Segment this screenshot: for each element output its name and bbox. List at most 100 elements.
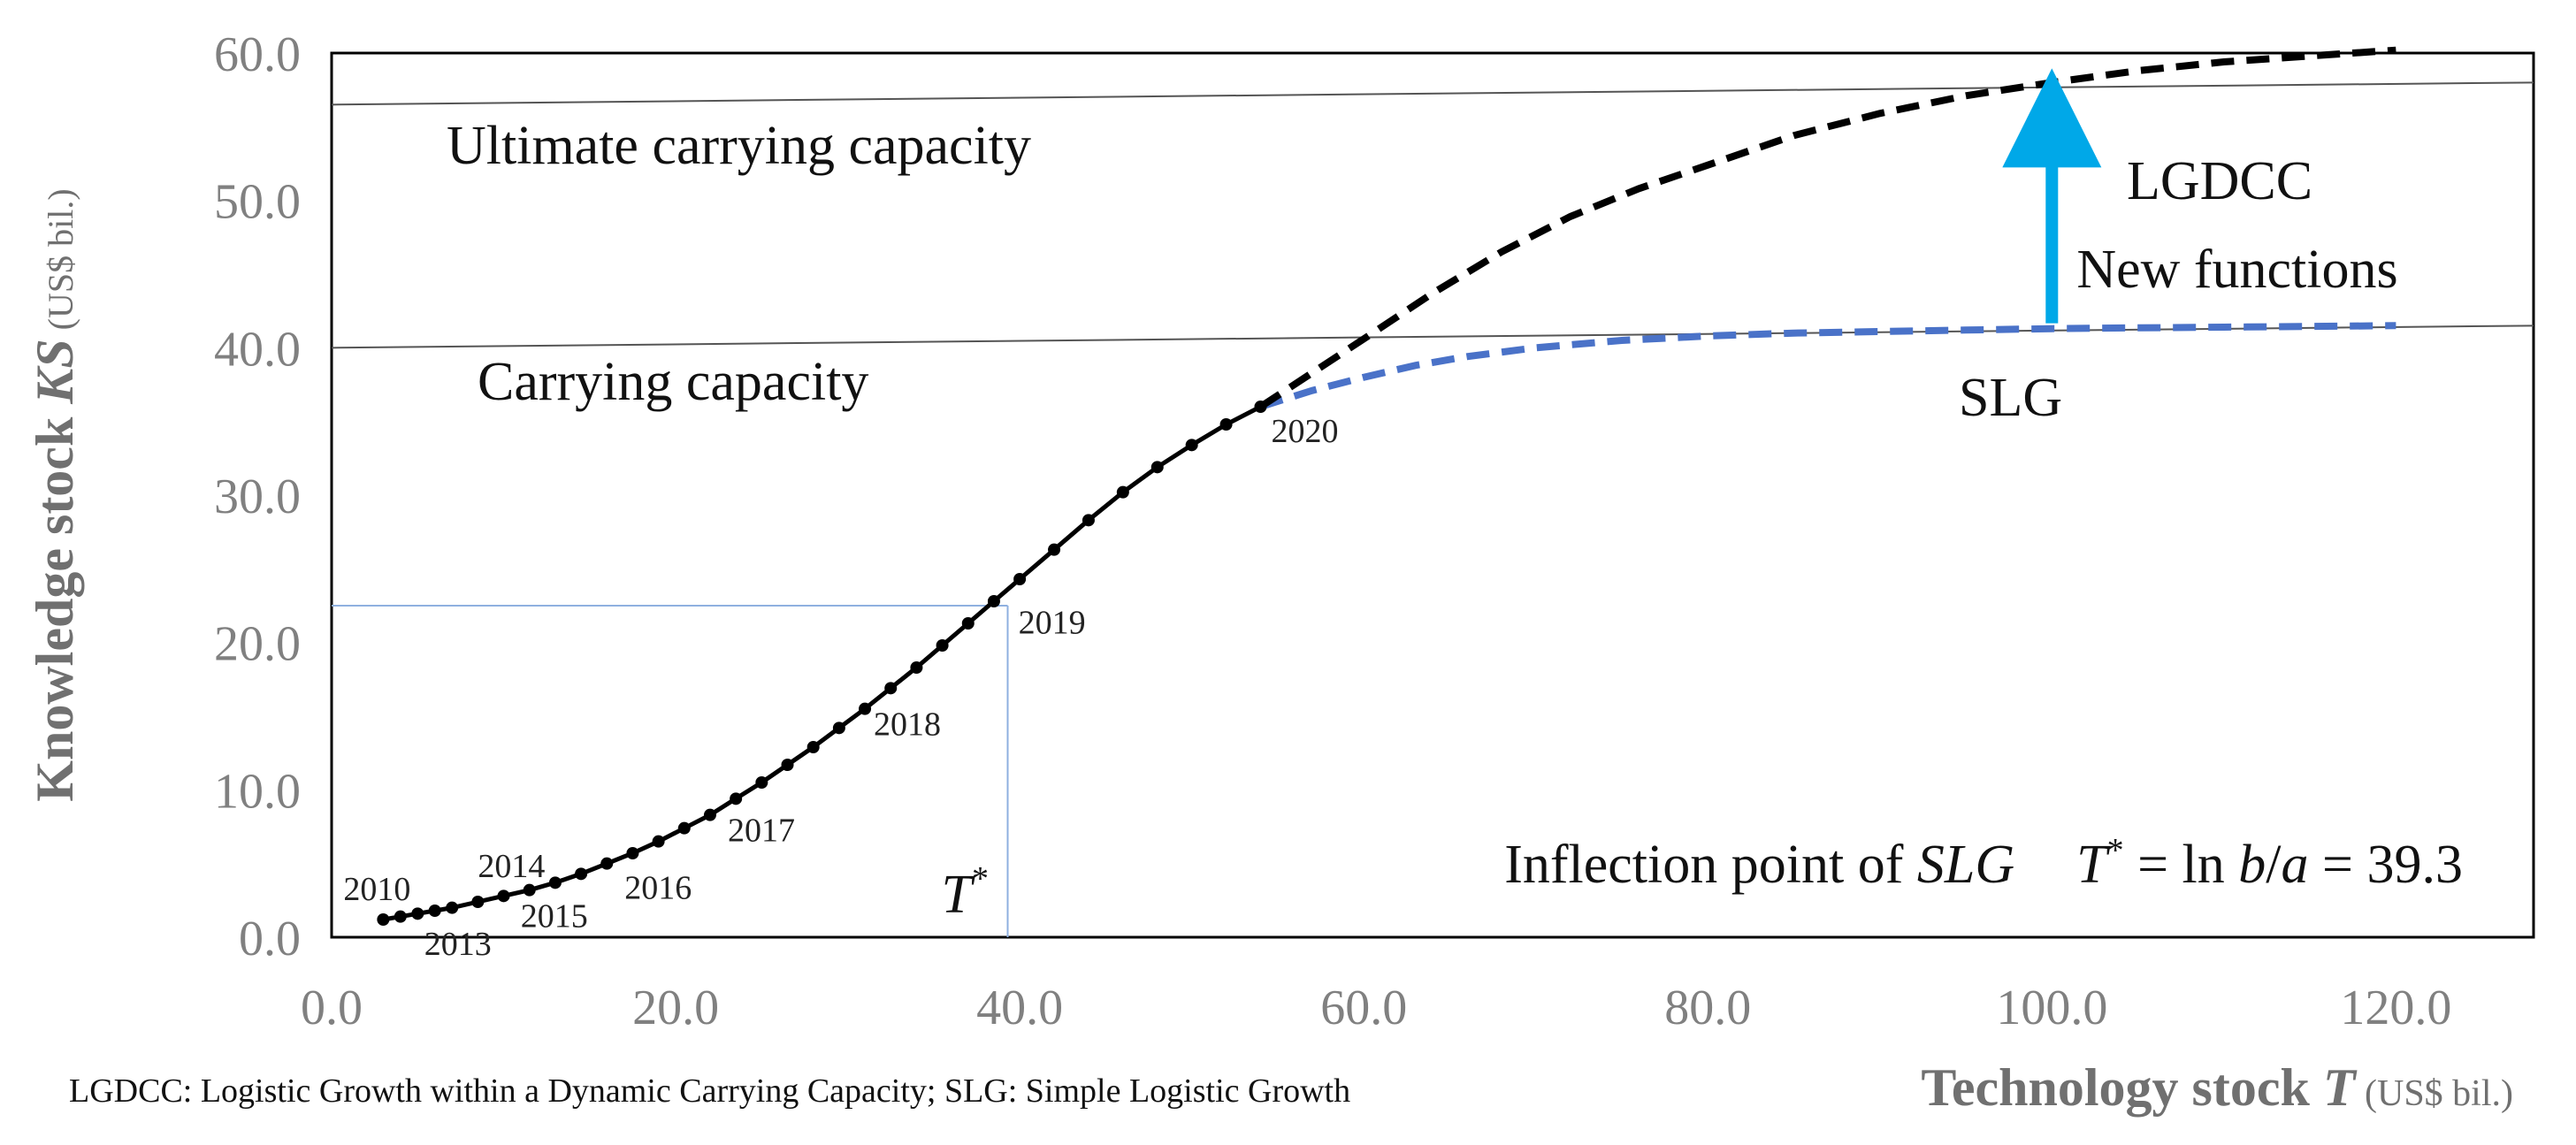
x-axis-label-unit: (US$ bil.) (2356, 1073, 2514, 1114)
y-tick-label-6: 60.0 (214, 27, 301, 82)
y-axis-label-var: KS (26, 339, 84, 404)
observed-point-14 (703, 808, 716, 821)
y-axis-label-main: Knowledge stock (26, 404, 84, 802)
inflection-guides (332, 605, 1009, 937)
x-tick-label-0: 0.0 (301, 981, 363, 1035)
observed-point-8 (548, 876, 562, 889)
observed-point-12 (652, 835, 665, 848)
observed-point-24 (961, 617, 975, 630)
x-axis-label-var: T (2323, 1058, 2358, 1117)
slg-label: SLG (1959, 368, 2062, 428)
inflection-text-prefix: Inflection point of (1504, 835, 1917, 895)
chart-annotations: LGDCC SLG (1959, 151, 2312, 428)
observed-point-6 (497, 889, 510, 903)
observed-point-26 (1013, 573, 1027, 585)
observed-point-32 (1219, 418, 1233, 431)
carrying-capacity-label: Carrying capacity (478, 352, 868, 412)
lgdcc-line (1258, 46, 2396, 410)
observed-point-25 (987, 595, 1000, 607)
year-label-2015: 2015 (521, 898, 588, 935)
observed-point-21 (884, 682, 898, 695)
observed-point-22 (910, 661, 923, 674)
observed-point-9 (575, 867, 588, 881)
t-star-marker-label: T (942, 865, 976, 925)
y-tick-label-3: 30.0 (214, 469, 301, 524)
observed-point-30 (1150, 461, 1164, 474)
lgdcc-label: LGDCC (2127, 151, 2312, 211)
y-axis-label-unit: (US$ bil.) (41, 188, 80, 339)
year-label-2014: 2014 (478, 848, 545, 885)
observed-point-16 (755, 776, 768, 789)
plot-frame (330, 51, 2535, 939)
slg-line (1259, 322, 2396, 410)
x-tick-label-1: 20.0 (632, 981, 719, 1035)
year-label-2010: 2010 (343, 871, 410, 908)
carrying-capacity-line (331, 324, 2534, 349)
slg-fit-line (383, 405, 1262, 921)
observed-point-18 (806, 741, 820, 753)
observed-point-5 (471, 896, 485, 908)
inflection-text-slash: / (2266, 835, 2282, 895)
capacity-lines: Ultimate carrying capacity Carrying capac… (331, 81, 2534, 412)
observed-point-33 (1254, 401, 1267, 413)
series-lines (382, 46, 2396, 922)
x-axis-ticks: 0.0 20.0 40.0 60.0 80.0 100.0 120.0 (301, 981, 2451, 1035)
observed-point-29 (1116, 485, 1129, 499)
inflection-text-model: SLG (1917, 835, 2014, 895)
observed-line (382, 404, 1262, 922)
observed-point-1 (394, 910, 407, 923)
y-axis-label: Knowledge stock KS (US$ bil.) (26, 188, 84, 801)
observed-point-15 (730, 792, 743, 805)
y-tick-label-5: 50.0 (214, 175, 301, 230)
y-tick-label-4: 40.0 (214, 322, 301, 377)
ultimate-carrying-capacity-line (331, 81, 2534, 106)
y-tick-label-0: 0.0 (239, 912, 301, 966)
new-functions-arrow-group: New functions (2002, 68, 2398, 324)
x-tick-label-2: 40.0 (976, 981, 1063, 1035)
observed-point-3 (428, 905, 441, 917)
t-star-marker-sup: * (972, 860, 989, 897)
inflection-text-eq1: = ln (2124, 835, 2239, 895)
observed-point-27 (1048, 543, 1061, 556)
observed-point-11 (626, 847, 639, 859)
new-functions-label: New functions (2076, 240, 2397, 300)
inflection-text-a: a (2282, 835, 2309, 895)
y-tick-label-1: 10.0 (214, 764, 301, 819)
year-label-2016: 2016 (624, 870, 692, 907)
t-star-marker: T* (942, 860, 989, 925)
observed-point-31 (1185, 439, 1198, 452)
ultimate-carrying-capacity-label: Ultimate carrying capacity (447, 116, 1031, 176)
observed-point-23 (936, 639, 949, 652)
x-tick-label-4: 80.0 (1664, 981, 1751, 1035)
observed-point-10 (600, 857, 614, 870)
year-label-2019: 2019 (1019, 605, 1086, 642)
observed-point-7 (523, 883, 536, 897)
y-axis-ticks: 0.0 10.0 20.0 30.0 40.0 50.0 60.0 (214, 27, 301, 966)
inflection-text-b: b (2238, 835, 2266, 895)
observed-points (377, 401, 1267, 926)
y-tick-label-2: 20.0 (214, 617, 301, 672)
observed-point-19 (832, 721, 845, 735)
footnote: LGDCC: Logistic Growth within a Dynamic … (69, 1072, 1351, 1110)
year-labels: 2010 2013 2014 2015 2016 2017 2018 2019 2020 (343, 413, 1338, 963)
observed-point-2 (411, 907, 424, 920)
x-tick-label-3: 60.0 (1320, 981, 1407, 1035)
observed-point-28 (1082, 514, 1095, 527)
inflection-text-eq2: = 39.3 (2309, 835, 2463, 895)
year-label-2020: 2020 (1271, 413, 1338, 450)
x-axis-label-main: Technology stock (1921, 1058, 2323, 1117)
observed-point-4 (446, 901, 459, 914)
inflection-text: Inflection point of SLG T* = ln b/a = 39.… (1504, 832, 2463, 895)
inflection-text-sup: * (2107, 832, 2124, 869)
inflection-text-t: T (2076, 835, 2111, 895)
x-axis-label: Technology stock T (US$ bil.) (1921, 1058, 2513, 1117)
observed-point-20 (859, 702, 872, 715)
year-label-2017: 2017 (728, 813, 795, 850)
observed-point-0 (377, 913, 390, 926)
year-label-2018: 2018 (874, 706, 941, 744)
x-tick-label-5: 100.0 (1996, 981, 2107, 1035)
year-label-2013: 2013 (424, 926, 492, 963)
observed-point-17 (781, 759, 794, 771)
observed-point-13 (677, 821, 691, 835)
